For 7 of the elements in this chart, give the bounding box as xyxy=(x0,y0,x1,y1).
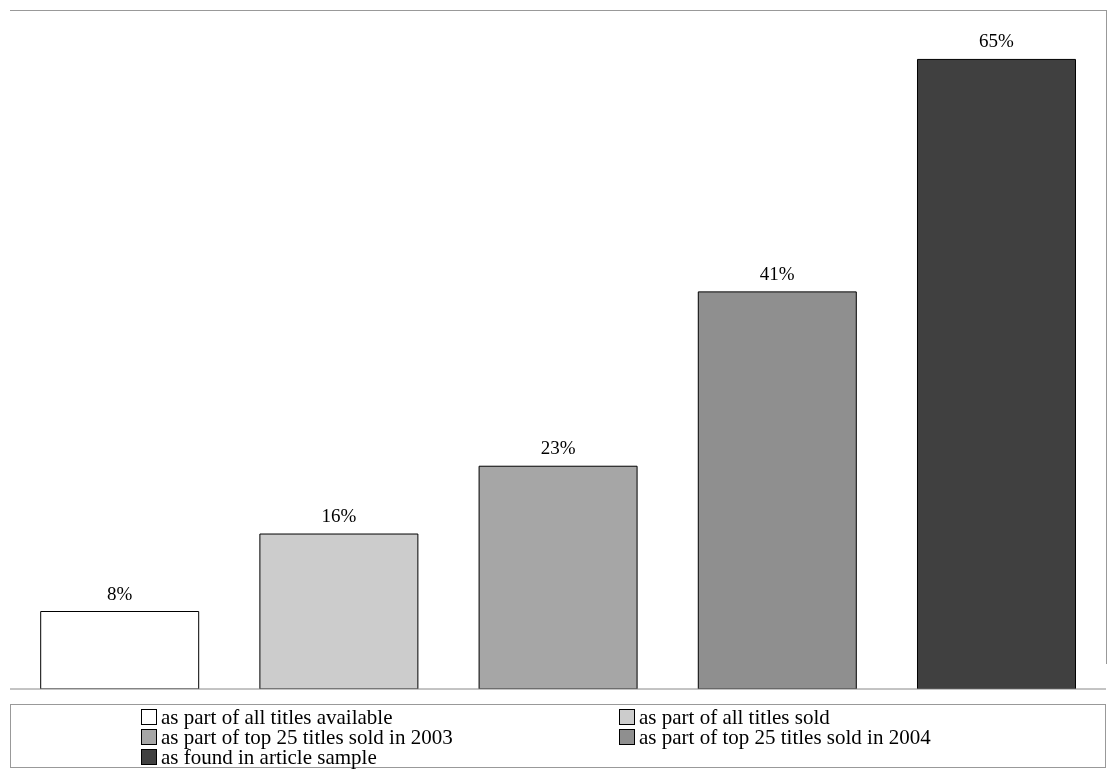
data-label: 8% xyxy=(107,582,133,604)
data-label: 23% xyxy=(540,437,576,459)
data-label: 16% xyxy=(321,505,357,527)
legend-label: as part of all titles sold xyxy=(639,705,830,729)
legend-label: as part of all titles available xyxy=(161,705,393,729)
data-label: 41% xyxy=(759,262,795,284)
data-label: 65% xyxy=(979,30,1015,52)
